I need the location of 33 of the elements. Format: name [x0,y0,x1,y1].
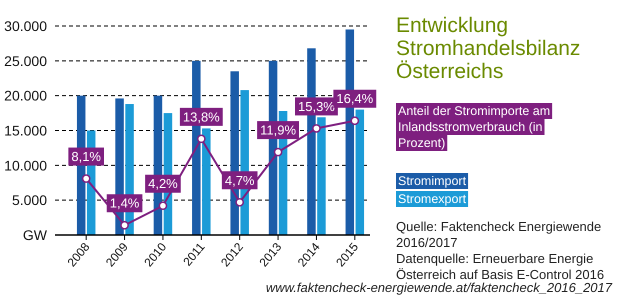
bar [202,128,211,235]
point [274,148,282,156]
point [350,116,360,126]
source-note: Quelle: Faktencheck Energiewende 2016/2017 [396,219,602,250]
y-tick-label: 15.000 [4,122,48,138]
y-tick-label: 25.000 [4,52,48,69]
point [120,220,129,230]
y-tick-label: 30.000 [4,18,48,34]
text: www.faktencheck-energiewende.at/faktencheck_2016_2017 [266,280,613,295]
data-label: 15,3% [298,98,336,114]
y-tick-label: 5.000 [12,192,48,208]
data-label: 13,8% [182,109,220,124]
data-label: 11,9% [260,122,296,138]
y-tick-label: 10.000 [4,157,48,174]
text: Datenquelle: Erneuerbare Energie Österreich auf Basis E-Control 2016 [396,251,604,282]
data-label: 8,1% [71,149,102,164]
point [82,174,91,183]
data-label: 16,4% [336,91,374,106]
data-label: 4,7% [224,172,255,188]
point [235,198,244,207]
text: Entwicklung Stromhandelsbilanz Österreichs [396,14,580,83]
point [158,201,168,210]
point [196,134,206,144]
y-tick-label: GW [22,227,48,243]
y-tick-label: 20.000 [4,88,48,104]
bar [317,117,326,235]
data-label: 1,4% [110,196,140,211]
text: Anteil der Stromimporte am Inlandsstromverbrauch (in Prozent) [398,104,550,150]
bar [356,110,364,235]
data-label: 4,2% [148,176,178,192]
point [312,124,321,133]
text: Stromexport [398,192,467,206]
text: Stromimport [398,174,467,188]
